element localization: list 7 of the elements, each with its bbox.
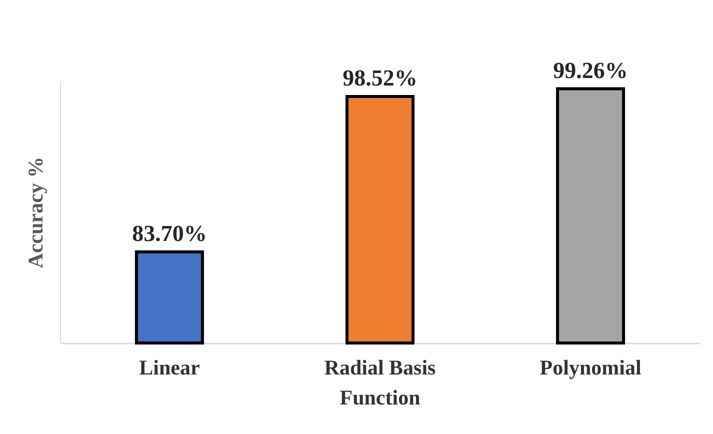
- data-label: 83.70%: [132, 220, 207, 246]
- x-tick-label: Polynomial: [540, 356, 642, 380]
- y-axis-title: Accuracy %: [24, 156, 48, 268]
- data-label: 98.52%: [342, 66, 418, 91]
- data-label: 99.26%: [553, 58, 628, 83]
- x-tick-label: Linear: [139, 356, 200, 380]
- x-tick-label: Radial Basis Function: [324, 356, 436, 410]
